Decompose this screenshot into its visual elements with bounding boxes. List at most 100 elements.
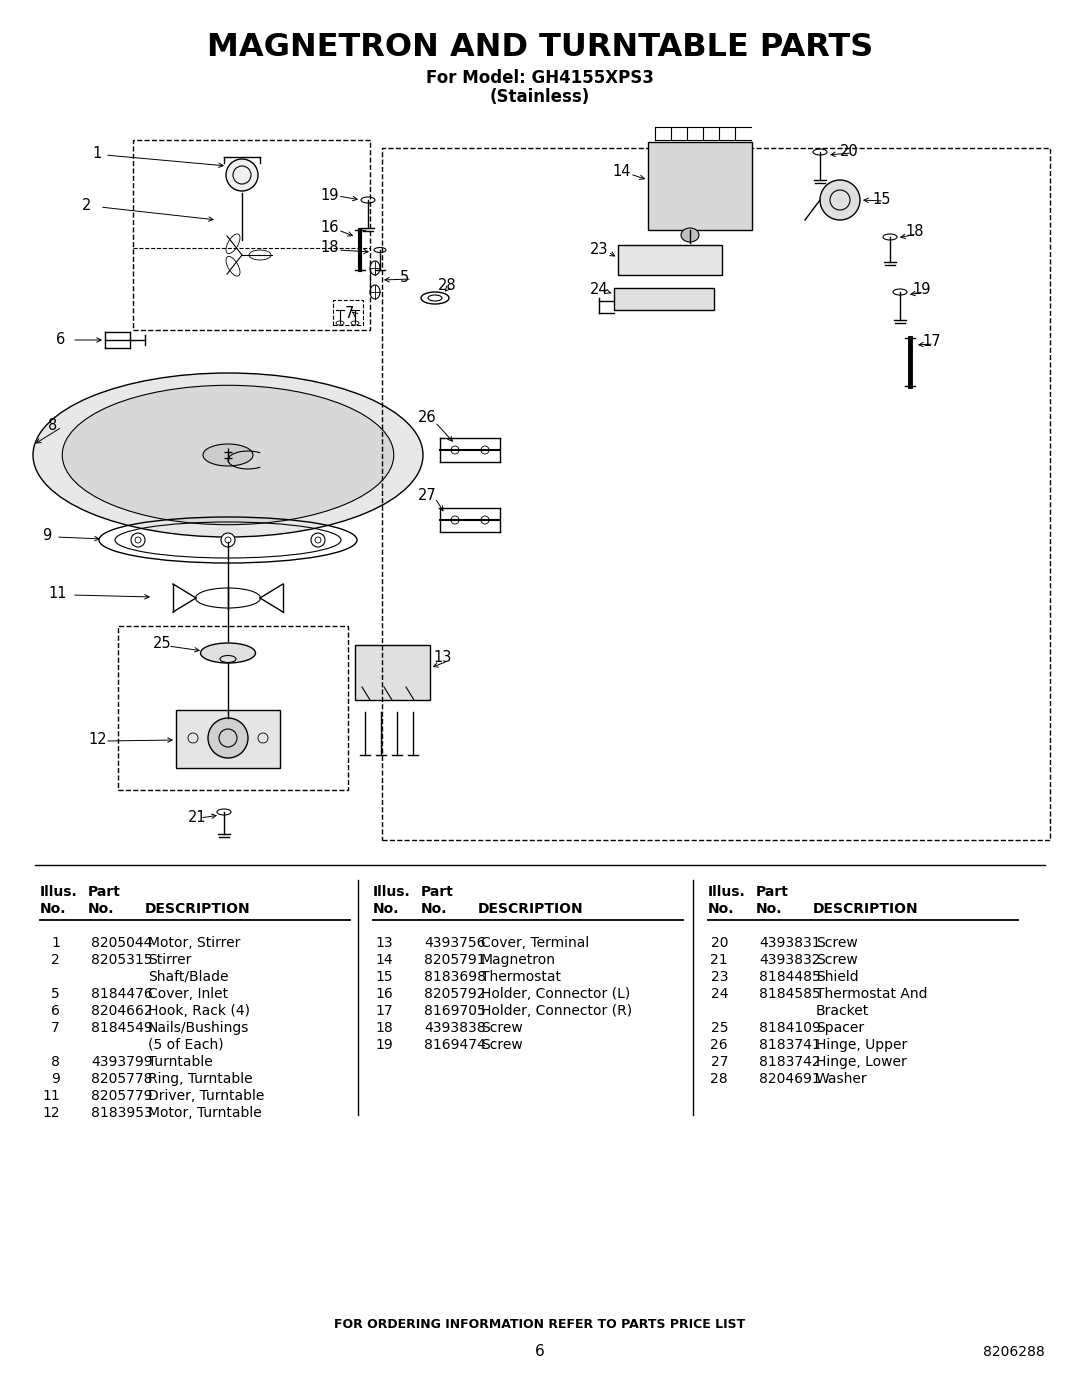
Bar [648,142,752,231]
Text: Bracket: Bracket [816,1004,869,1018]
Text: 26: 26 [418,411,436,426]
Text: Illus.: Illus. [708,886,746,900]
Text: 21: 21 [188,810,206,826]
Ellipse shape [33,373,423,536]
Text: No.: No. [708,902,734,916]
Circle shape [221,534,235,548]
Text: Thermostat And: Thermostat And [816,988,928,1002]
Text: (Stainless): (Stainless) [490,88,590,106]
Circle shape [820,180,860,219]
Text: 8183953: 8183953 [91,1106,152,1120]
Text: No.: No. [87,902,114,916]
Text: 21: 21 [711,953,728,967]
Text: 2: 2 [82,197,92,212]
Text: Holder, Connector (R): Holder, Connector (R) [481,1004,632,1018]
Text: 4393756: 4393756 [424,936,486,950]
Text: 5: 5 [51,988,60,1002]
Text: 13: 13 [433,651,451,665]
Text: 4393831: 4393831 [759,936,821,950]
Text: Motor, Turntable: Motor, Turntable [148,1106,261,1120]
Text: 6: 6 [51,1004,60,1018]
Text: 23: 23 [711,970,728,983]
Text: 17: 17 [376,1004,393,1018]
Text: 15: 15 [872,193,891,208]
Text: 20: 20 [711,936,728,950]
Text: DESCRIPTION: DESCRIPTION [813,902,919,916]
Ellipse shape [63,386,394,525]
Text: 2: 2 [51,953,60,967]
Text: Cover, Inlet: Cover, Inlet [148,988,228,1002]
Text: Driver, Turntable: Driver, Turntable [148,1090,265,1104]
Text: 4393838: 4393838 [424,1021,486,1035]
Ellipse shape [203,444,253,467]
Text: 15: 15 [376,970,393,983]
Text: Shaft/Blade: Shaft/Blade [148,970,229,983]
Text: Part: Part [756,886,788,900]
Text: 1: 1 [92,145,102,161]
Text: No.: No. [40,902,67,916]
Text: 8184476: 8184476 [91,988,152,1002]
Text: 7: 7 [51,1021,60,1035]
Text: No.: No. [373,902,400,916]
Text: 11: 11 [42,1090,60,1104]
Text: 8204662: 8204662 [91,1004,152,1018]
Text: 9: 9 [51,1071,60,1085]
Text: 8205778: 8205778 [91,1071,152,1085]
Text: 26: 26 [711,1038,728,1052]
Text: 8: 8 [48,418,57,433]
Text: 19: 19 [320,187,338,203]
Text: 5: 5 [400,271,409,285]
Text: 28: 28 [438,278,457,292]
Text: Hook, Rack (4): Hook, Rack (4) [148,1004,249,1018]
Text: FOR ORDERING INFORMATION REFER TO PARTS PRICE LIST: FOR ORDERING INFORMATION REFER TO PARTS … [335,1319,745,1331]
Text: 25: 25 [153,637,172,651]
Text: 18: 18 [905,225,923,239]
Text: 19: 19 [375,1038,393,1052]
Text: Shield: Shield [816,970,859,983]
Text: 8183698: 8183698 [424,970,486,983]
Text: Part: Part [421,886,454,900]
Text: 7: 7 [345,306,354,320]
Text: 8: 8 [51,1055,60,1069]
Text: 14: 14 [612,165,631,179]
Bar [618,244,723,275]
Bar [382,148,1050,840]
Text: 8205791: 8205791 [424,953,486,967]
Text: For Model: GH4155XPS3: For Model: GH4155XPS3 [427,68,653,87]
Text: 8184109: 8184109 [759,1021,821,1035]
Text: 4393799: 4393799 [91,1055,152,1069]
Text: 16: 16 [320,221,338,236]
Text: 19: 19 [912,282,931,298]
Ellipse shape [201,643,256,664]
Text: 8205792: 8205792 [424,988,486,1002]
Text: 8205044: 8205044 [91,936,152,950]
Text: 25: 25 [711,1021,728,1035]
Text: (5 of Each): (5 of Each) [148,1038,224,1052]
Circle shape [226,159,258,191]
Circle shape [208,718,248,759]
Circle shape [131,534,145,548]
Text: Screw: Screw [816,936,858,950]
Text: Cover, Terminal: Cover, Terminal [481,936,590,950]
Bar [333,300,363,326]
Text: 14: 14 [376,953,393,967]
Text: 12: 12 [87,732,107,747]
Text: Holder, Connector (L): Holder, Connector (L) [481,988,631,1002]
Text: 18: 18 [375,1021,393,1035]
Text: 8206288: 8206288 [983,1345,1045,1359]
Text: 8183742: 8183742 [759,1055,821,1069]
Text: 11: 11 [48,587,67,602]
Text: 8205315: 8205315 [91,953,152,967]
Text: Hinge, Lower: Hinge, Lower [816,1055,907,1069]
Text: 1: 1 [51,936,60,950]
Text: 8184585: 8184585 [759,988,821,1002]
Text: No.: No. [756,902,783,916]
Text: 8169474: 8169474 [424,1038,486,1052]
Text: Ring, Turntable: Ring, Turntable [148,1071,253,1085]
Text: Screw: Screw [816,953,858,967]
Text: 27: 27 [418,488,436,503]
Text: Thermostat: Thermostat [481,970,561,983]
Text: 16: 16 [375,988,393,1002]
Text: 24: 24 [590,282,609,298]
Text: Illus.: Illus. [40,886,78,900]
